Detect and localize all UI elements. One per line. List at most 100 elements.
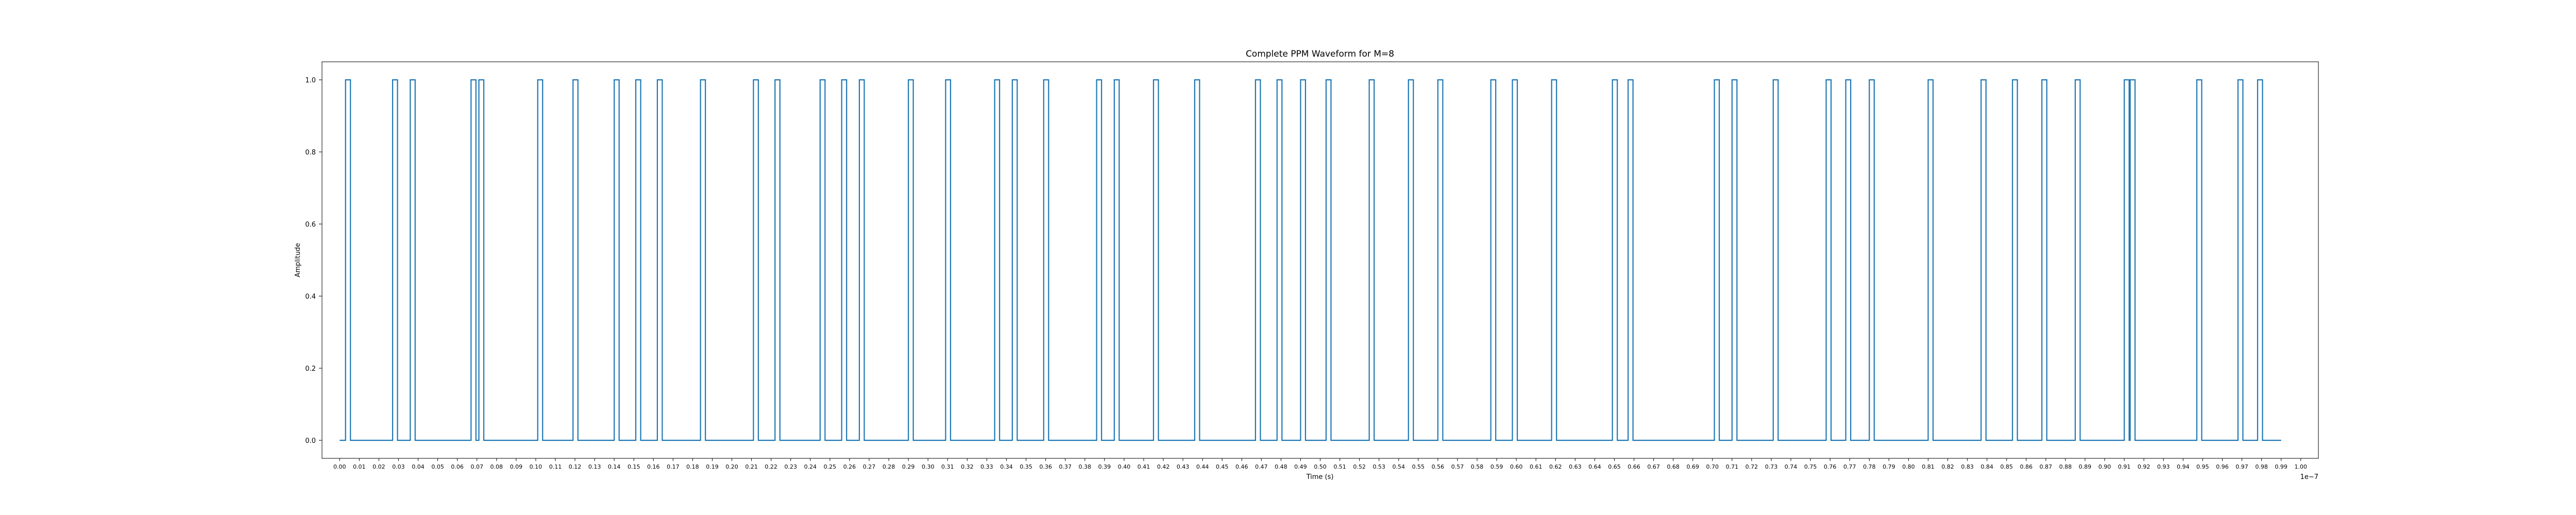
y-tick-label: 0.4 [305, 293, 316, 301]
x-tick-label: 0.83 [1961, 464, 1974, 470]
x-tick-label: 0.70 [1706, 464, 1719, 470]
x-tick-label: 0.50 [1314, 464, 1327, 470]
x-tick-label: 0.92 [2138, 464, 2150, 470]
x-tick-label: 0.49 [1294, 464, 1307, 470]
x-tick-label: 0.13 [588, 464, 601, 470]
x-tick-label: 0.03 [392, 464, 405, 470]
x-tick-label: 0.99 [2275, 464, 2287, 470]
x-tick-label: 0.37 [1059, 464, 1072, 470]
x-tick-label: 0.91 [2118, 464, 2131, 470]
x-tick-label: 0.47 [1255, 464, 1268, 470]
x-tick-label: 0.22 [765, 464, 777, 470]
x-axis-label: Time (s) [1306, 473, 1334, 481]
x-tick-label: 0.59 [1490, 464, 1503, 470]
chart-title: Complete PPM Waveform for M=8 [1246, 49, 1394, 59]
x-tick-label: 0.86 [2020, 464, 2033, 470]
x-tick-label: 0.39 [1098, 464, 1111, 470]
x-tick-label: 0.71 [1726, 464, 1739, 470]
x-tick-label: 0.26 [843, 464, 856, 470]
x-tick-label: 0.93 [2157, 464, 2170, 470]
x-tick-label: 0.17 [667, 464, 680, 470]
x-tick-label: 0.87 [2040, 464, 2053, 470]
x-tick-label: 0.56 [1432, 464, 1445, 470]
x-tick-label: 0.69 [1686, 464, 1699, 470]
y-tick-label: 1.0 [305, 77, 316, 84]
series-line-ppm [340, 79, 2281, 441]
x-tick-label: 0.88 [2059, 464, 2072, 470]
x-tick-label: 0.38 [1078, 464, 1091, 470]
y-axis: 0.0 0.2 0.4 0.6 0.8 1.0 [305, 77, 322, 445]
x-tick-label: 0.11 [549, 464, 562, 470]
x-tick-label: 0.09 [510, 464, 523, 470]
x-tick-label: 0.25 [824, 464, 837, 470]
x-tick-label: 0.76 [1824, 464, 1837, 470]
x-tick-label: 0.06 [451, 464, 464, 470]
x-tick-label: 0.12 [569, 464, 582, 470]
x-tick-label: 0.08 [490, 464, 503, 470]
x-tick-label: 0.04 [412, 464, 425, 470]
x-tick-label: 0.53 [1372, 464, 1385, 470]
x-tick-label: 0.78 [1863, 464, 1876, 470]
x-tick-label: 0.44 [1196, 464, 1209, 470]
x-tick-label: 0.60 [1510, 464, 1523, 470]
x-tick-label: 0.46 [1235, 464, 1248, 470]
x-tick-label: 0.96 [2216, 464, 2229, 470]
x-tick-label: 0.79 [1883, 464, 1895, 470]
x-tick-label: 0.40 [1118, 464, 1131, 470]
x-tick-label: 0.51 [1333, 464, 1346, 470]
x-tick-label: 0.58 [1471, 464, 1484, 470]
x-tick-label: 0.90 [2098, 464, 2111, 470]
x-tick-label: 0.34 [1000, 464, 1013, 470]
x-tick-label: 0.41 [1138, 464, 1150, 470]
x-tick-label: 0.89 [2079, 464, 2092, 470]
x-tick-label: 0.18 [686, 464, 699, 470]
x-tick-label: 0.75 [1804, 464, 1817, 470]
x-tick-label: 0.33 [980, 464, 993, 470]
x-tick-label: 0.29 [902, 464, 915, 470]
y-tick-label: 0.2 [305, 365, 316, 373]
x-tick-label: 0.36 [1039, 464, 1052, 470]
x-tick-label: 0.68 [1667, 464, 1680, 470]
y-tick-label: 0.8 [305, 149, 316, 157]
x-tick-label: 0.20 [725, 464, 738, 470]
x-tick-label: 0.00 [333, 464, 346, 470]
x-axis: 0.00 0.01 0.02 0.03 0.04 0.05 0.06 0.07 0.08 0.09… [333, 458, 2307, 470]
y-tick-label: 0.0 [305, 437, 316, 445]
x-tick-label: 0.07 [470, 464, 483, 470]
x-tick-label: 0.10 [530, 464, 543, 470]
x-tick-label: 0.23 [784, 464, 797, 470]
x-tick-label: 0.73 [1765, 464, 1778, 470]
x-tick-label: 0.31 [941, 464, 954, 470]
x-tick-label: 0.01 [353, 464, 366, 470]
x-tick-label: 0.24 [804, 464, 817, 470]
x-tick-label: 0.21 [745, 464, 758, 470]
x-tick-label: 0.27 [863, 464, 876, 470]
x-tick-label: 0.85 [2001, 464, 2013, 470]
x-tick-label: 0.30 [922, 464, 935, 470]
x-tick-label: 0.61 [1530, 464, 1543, 470]
x-tick-label: 0.48 [1275, 464, 1287, 470]
y-tick-label: 0.6 [305, 221, 316, 229]
x-tick-label: 0.84 [1980, 464, 1993, 470]
y-axis-label: Amplitude [294, 243, 302, 278]
x-tick-label: 0.62 [1549, 464, 1562, 470]
x-tick-label: 0.43 [1177, 464, 1190, 470]
x-tick-label: 0.42 [1157, 464, 1170, 470]
x-tick-label: 0.35 [1020, 464, 1032, 470]
x-tick-label: 0.94 [2177, 464, 2190, 470]
x-tick-label: 0.02 [372, 464, 385, 470]
x-tick-label: 0.65 [1608, 464, 1621, 470]
x-tick-label: 0.28 [883, 464, 895, 470]
x-tick-label: 0.57 [1451, 464, 1464, 470]
x-tick-label: 0.97 [2235, 464, 2248, 470]
x-tick-label: 0.72 [1745, 464, 1758, 470]
x-tick-label: 0.95 [2196, 464, 2209, 470]
x-tick-label: 0.45 [1216, 464, 1229, 470]
x-tick-label: 0.54 [1393, 464, 1405, 470]
x-tick-label: 0.63 [1569, 464, 1582, 470]
x-tick-label: 0.66 [1628, 464, 1640, 470]
x-tick-label: 0.32 [961, 464, 974, 470]
x-tick-label: 0.16 [647, 464, 660, 470]
x-tick-label: 0.77 [1843, 464, 1856, 470]
